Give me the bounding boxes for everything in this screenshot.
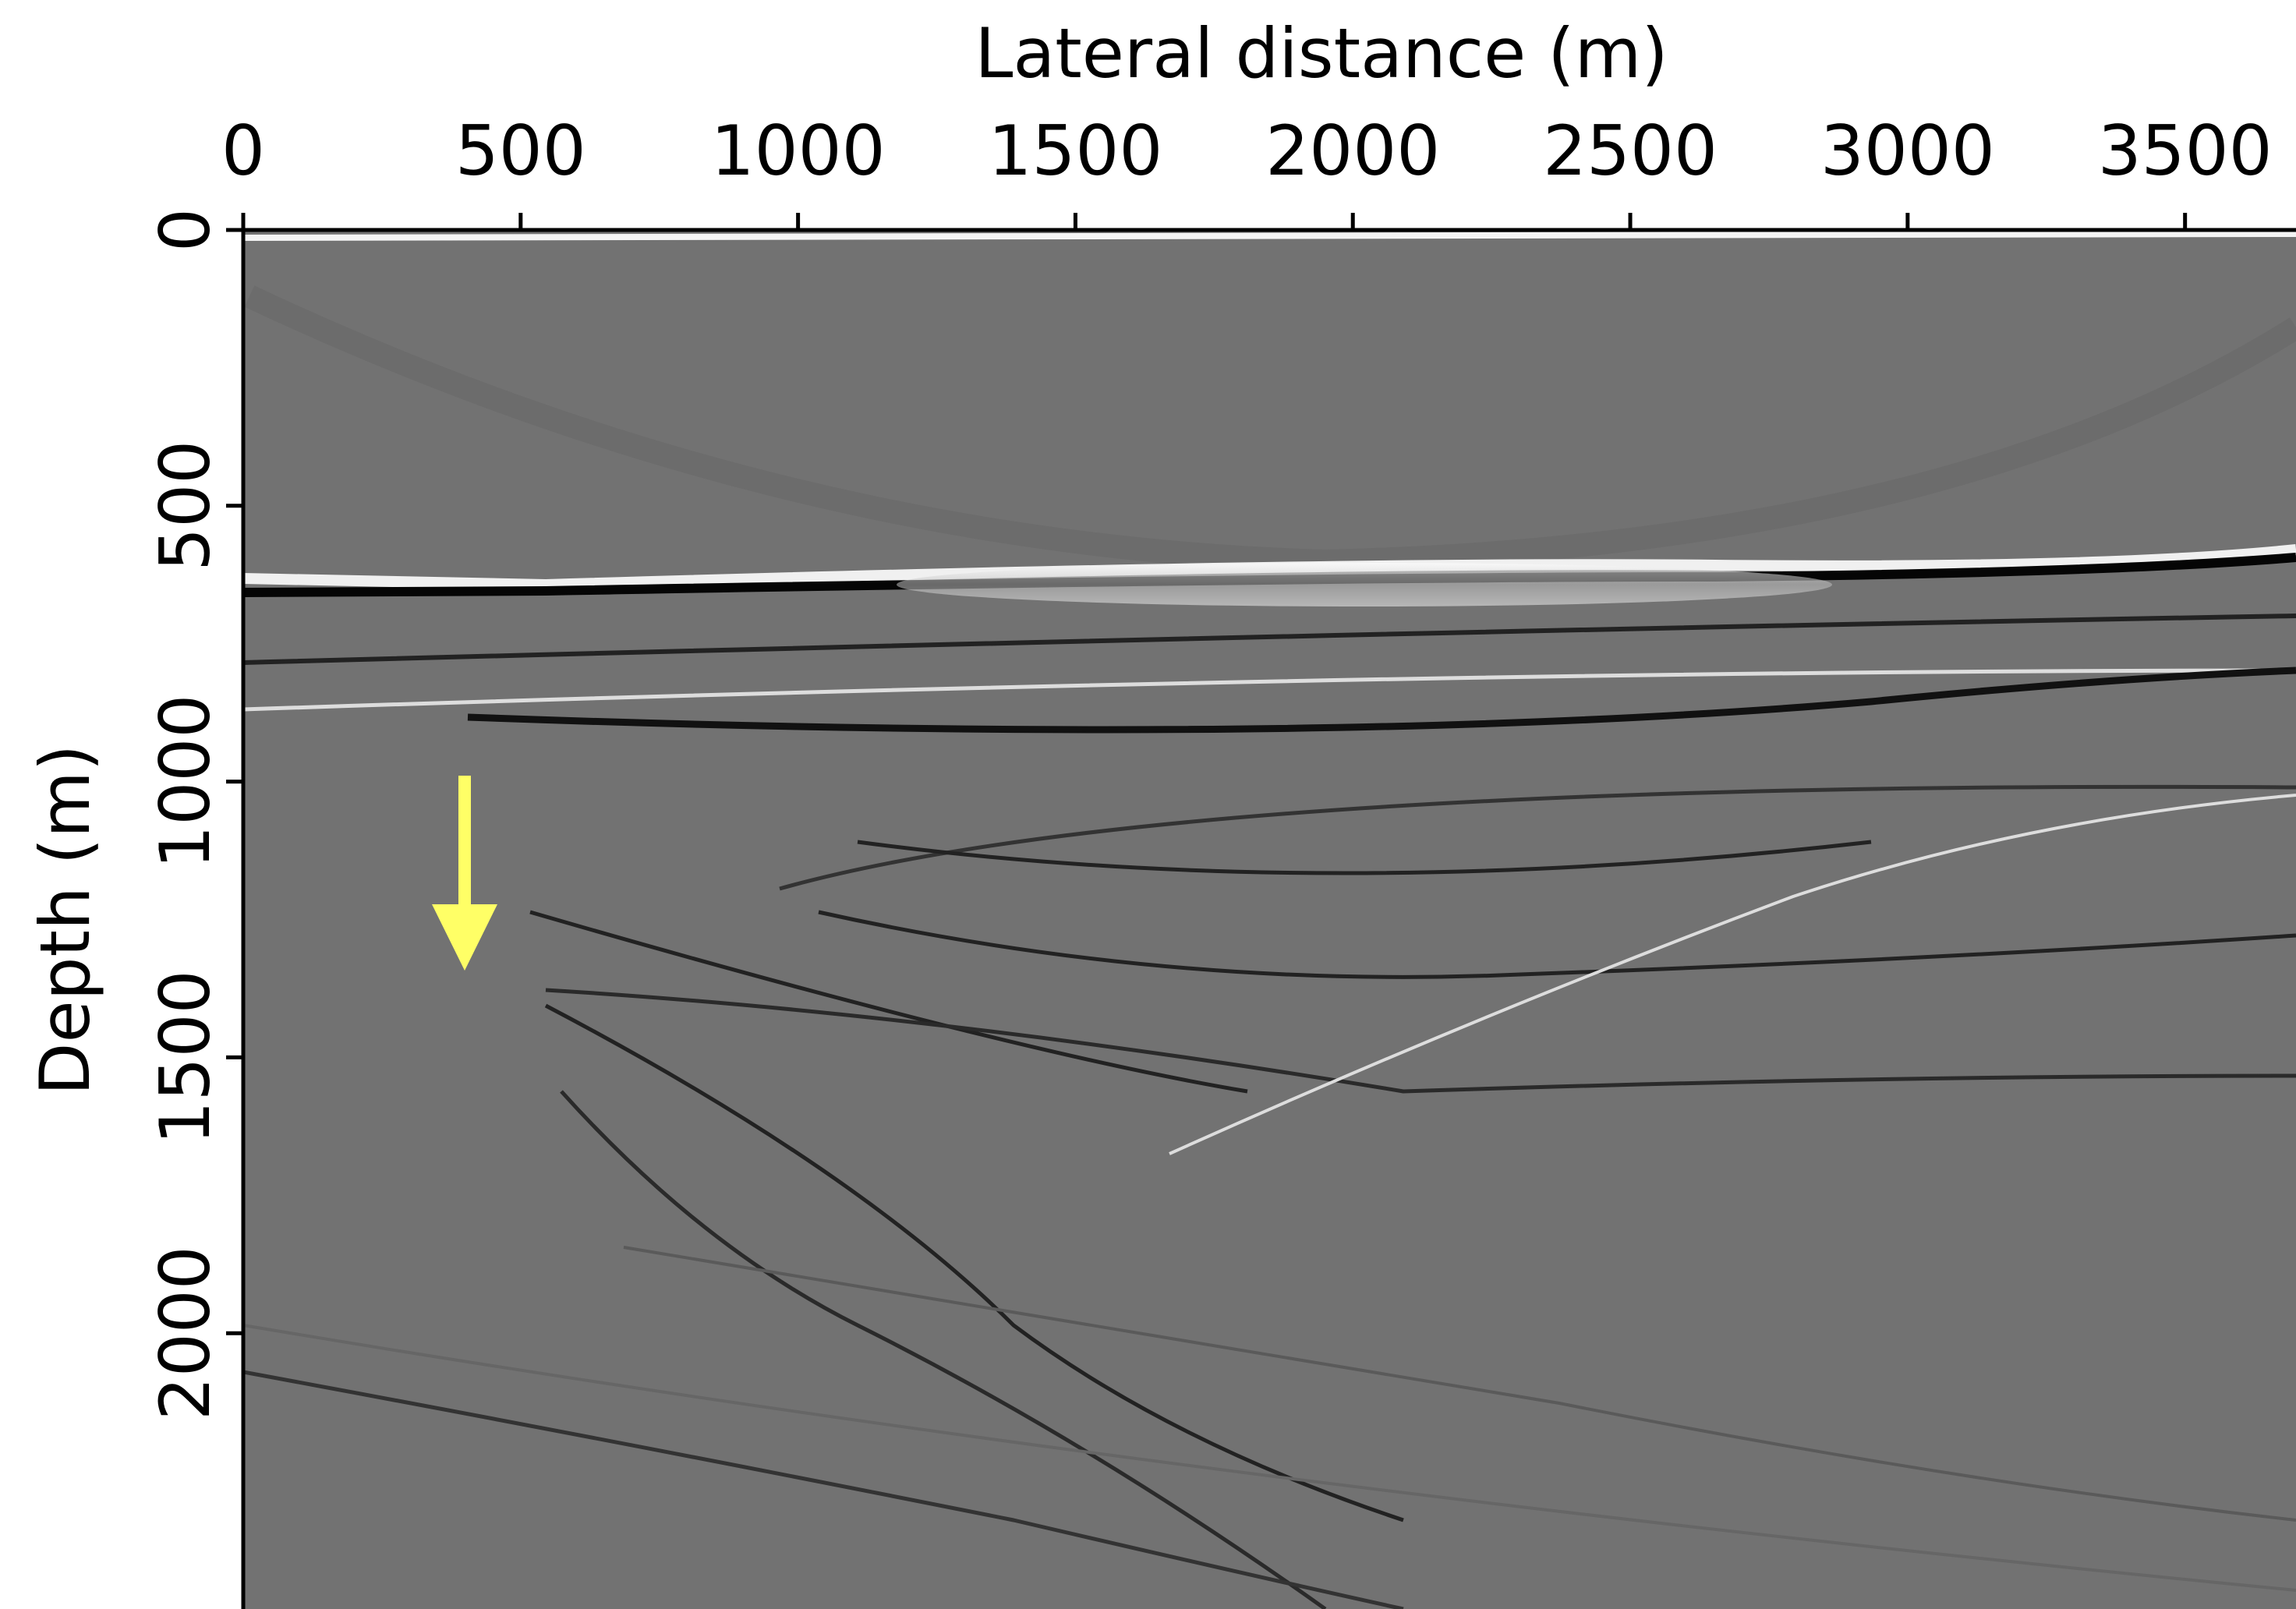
y-tick-label: 500: [145, 440, 225, 571]
x-tick-label: 2000: [1265, 111, 1440, 191]
reflector: [560, 1090, 1327, 1609]
x-tick-label: 0: [221, 111, 265, 191]
x-tick-label: 1000: [711, 111, 886, 191]
reflector: [243, 231, 2296, 241]
seismic-reflectors: [243, 231, 2296, 1609]
reflector: [243, 1324, 2296, 1592]
reflector: [467, 667, 2296, 734]
y-tick-label: 1500: [145, 970, 225, 1144]
reflector: [243, 614, 2296, 665]
x-tick-label: 500: [455, 111, 586, 191]
y-axis-label: Depth (m): [25, 744, 105, 1095]
reflector: [544, 1003, 1404, 1522]
x-axis-label: Lateral distance (m): [975, 13, 1668, 94]
reflector: [818, 910, 2296, 979]
y-tick-label: 0: [145, 208, 225, 252]
x-tick-label: 3500: [2098, 111, 2273, 191]
y-tick-label: 2000: [145, 1246, 225, 1420]
x-tick-label: 3000: [1820, 111, 1995, 191]
y-tick-label: 1000: [145, 695, 225, 869]
reflector: [623, 1246, 2296, 1522]
arrow-head: [432, 904, 497, 971]
x-tick-label: 1500: [988, 111, 1162, 191]
reflector: [897, 563, 1832, 606]
x-tick-label: 2500: [1543, 111, 1718, 191]
annotation-arrow: [432, 776, 497, 971]
reflector: [243, 668, 2296, 712]
reflector: [243, 544, 2296, 591]
reflector: [779, 784, 2296, 891]
reflector: [1169, 794, 2296, 1155]
reflector: [857, 840, 1872, 875]
reflector: [545, 988, 2296, 1094]
reflector: [243, 1370, 1404, 1609]
